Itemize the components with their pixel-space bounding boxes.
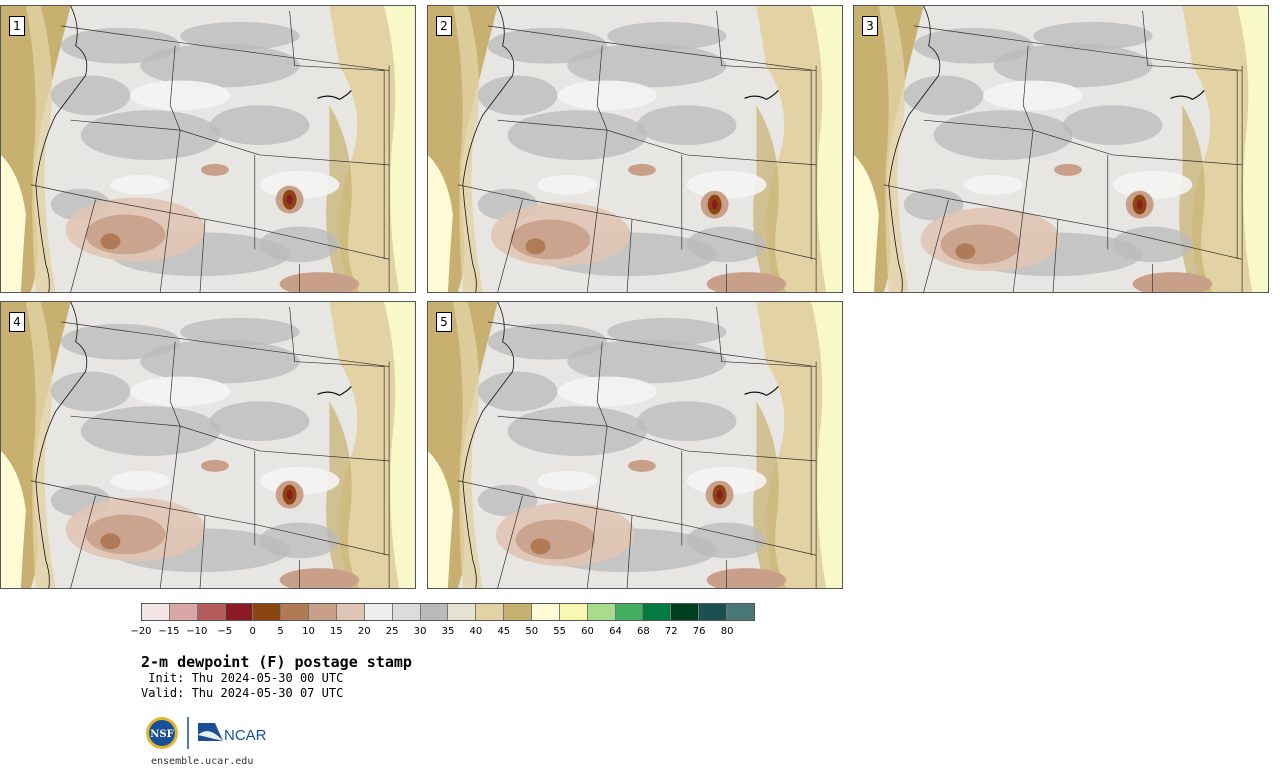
member-label: 2 — [436, 16, 452, 36]
colorbar-segment — [363, 604, 392, 620]
ensemble-member-map-5: 5 — [427, 301, 843, 589]
colorbar-segment — [252, 604, 281, 620]
nsf-logo-text: NSF — [150, 729, 173, 740]
colorbar-segment — [642, 604, 671, 620]
colorbar-tick-label: −5 — [217, 626, 233, 637]
colorbar-tick-labels: −20 −15 −10 −5 0 5 10 15 20 25 30 35 40 45 50 55 60 64 68 7… — [130, 626, 755, 640]
ensemble-member-map-1: 1 — [0, 5, 416, 293]
colorbar-tick-label: 20 — [357, 626, 371, 637]
member-label: 3 — [862, 16, 878, 36]
colorbar-tick-label: 40 — [469, 626, 483, 637]
dewpoint-map — [1, 6, 415, 292]
colorbar-segment — [447, 604, 476, 620]
logos: NSF NCAR — [145, 713, 275, 753]
colorbar-segment — [475, 604, 504, 620]
ensemble-member-map-3: 3 — [853, 5, 1269, 293]
colorbar-tick-label: 50 — [525, 626, 539, 637]
colorbar-tick-label: −20 — [130, 626, 152, 637]
colorbar-tick-label: 10 — [302, 626, 315, 637]
init-time: Init: Thu 2024-05-30 00 UTC — [141, 671, 344, 685]
colorbar-segment — [308, 604, 337, 620]
colorbar-segment — [586, 604, 615, 620]
colorbar-segment — [614, 604, 643, 620]
colorbar-segment — [419, 604, 448, 620]
colorbar-tick-label: 64 — [609, 626, 622, 637]
nsf-ncar-logo-icon: NSF NCAR — [146, 717, 267, 749]
colorbar-segment — [336, 604, 364, 620]
colorbar-tick-label: 68 — [636, 626, 650, 637]
colorbar-tick-label: 80 — [720, 626, 734, 637]
ensemble-member-map-4: 4 — [0, 301, 416, 589]
ensemble-member-map-2: 2 — [427, 5, 843, 293]
colorbar-tick-label: 76 — [692, 626, 706, 637]
colorbar-tick-label: 55 — [553, 626, 566, 637]
member-label: 4 — [9, 312, 25, 332]
colorbar-segment — [224, 604, 253, 620]
colorbar-segment — [670, 604, 699, 620]
colorbar-tick-label: 15 — [329, 626, 343, 637]
ncar-logo-text: NCAR — [224, 727, 267, 744]
colorbar-segment — [698, 604, 727, 620]
valid-time: Valid: Thu 2024-05-30 07 UTC — [141, 686, 344, 700]
dewpoint-map — [428, 302, 842, 588]
dewpoint-colorbar — [141, 603, 755, 621]
dewpoint-map — [428, 6, 842, 292]
colorbar-tick-label: 25 — [385, 626, 399, 637]
colorbar-tick-label: 45 — [497, 626, 511, 637]
colorbar-segment — [280, 604, 309, 620]
colorbar-segment — [196, 604, 225, 620]
colorbar-tick-label: 60 — [581, 626, 594, 637]
member-label: 5 — [436, 312, 452, 332]
colorbar-tick-label: 30 — [413, 626, 427, 637]
colorbar-segment — [503, 604, 532, 620]
colorbar-tick-label: −15 — [158, 626, 180, 637]
colorbar-segment — [726, 604, 754, 620]
colorbar-segment — [531, 604, 559, 620]
colorbar-tick-label: 5 — [277, 626, 284, 637]
site-url: ensemble.ucar.edu — [151, 756, 254, 767]
colorbar-segment — [391, 604, 420, 620]
dewpoint-map — [854, 6, 1268, 292]
colorbar-tick-label: 35 — [441, 626, 455, 637]
colorbar-tick-label: −10 — [186, 626, 208, 637]
page-title: 2-m dewpoint (F) postage stamp — [141, 653, 412, 671]
colorbar-tick-label: 0 — [249, 626, 256, 637]
colorbar-segment — [142, 604, 169, 620]
colorbar-segment — [168, 604, 197, 620]
colorbar-segment — [558, 604, 587, 620]
member-label: 1 — [9, 16, 25, 36]
dewpoint-map — [1, 302, 415, 588]
colorbar-tick-label: 72 — [664, 626, 678, 637]
